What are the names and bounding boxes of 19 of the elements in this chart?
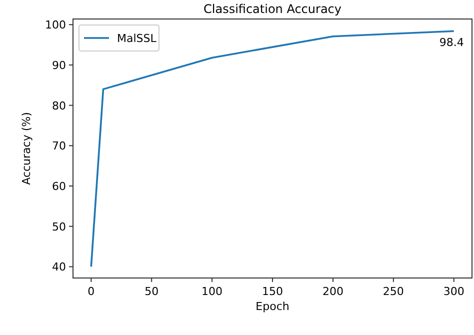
x-tick-label: 0 [88,285,95,298]
x-tick-label: 300 [443,285,464,298]
y-tick-label: 60 [52,180,66,194]
y-tick-label: 80 [52,99,66,112]
y-axis-title: Accuracy (%) [20,112,33,185]
x-tick-label: 250 [382,285,404,298]
chart-title: Classification Accuracy [204,2,342,16]
annotation: 98.4 [439,36,464,50]
y-tick-label: 100 [45,18,66,32]
y-tick-label: 90 [52,58,66,72]
legend-label: MalSSL [117,32,158,45]
x-axis-title: Epoch [256,300,290,313]
x-tick-label: 150 [262,285,283,298]
x-tick-label: 200 [322,285,344,298]
y-tick-label: 50 [52,220,66,234]
y-tick-label: 70 [52,140,66,153]
x-tick-label: 100 [202,285,223,298]
x-tick-label: 50 [144,285,159,298]
y-tick-label: 40 [52,260,66,274]
